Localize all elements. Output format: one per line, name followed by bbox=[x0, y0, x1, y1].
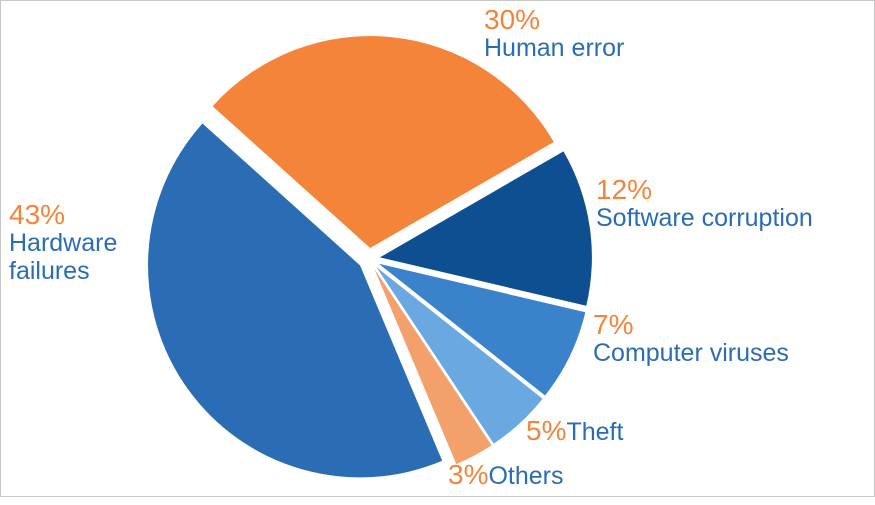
value-label: 3% bbox=[448, 459, 489, 490]
slice-label: 12% Software corruption bbox=[596, 174, 813, 233]
value-label: 43% bbox=[9, 199, 66, 230]
value-label: 7% bbox=[593, 309, 634, 340]
pie-slice bbox=[212, 36, 554, 249]
slice-label: 30% Human error bbox=[484, 4, 625, 63]
category-label: Human error bbox=[484, 34, 625, 62]
pie-slice bbox=[376, 267, 543, 444]
value-label: 30% bbox=[484, 4, 541, 35]
category-label: Others bbox=[488, 462, 564, 490]
slice-label: 43% Hardware failures bbox=[9, 199, 159, 286]
pie-slice bbox=[148, 123, 443, 478]
value-label: 12% bbox=[596, 174, 653, 205]
category-label: Software corruption bbox=[596, 204, 813, 232]
category-label: Hardware failures bbox=[9, 229, 118, 285]
pie-slice bbox=[379, 151, 592, 306]
category-label: Theft bbox=[566, 418, 624, 446]
pie-slice bbox=[378, 263, 586, 396]
category-label: Computer viruses bbox=[593, 339, 789, 367]
slice-label: 3%Others bbox=[448, 459, 564, 491]
slice-label: 5%Theft bbox=[526, 415, 624, 447]
pie-slice bbox=[374, 268, 492, 465]
slice-label: 7% Computer viruses bbox=[593, 309, 789, 368]
value-label: 5% bbox=[526, 415, 567, 446]
pie-area bbox=[148, 36, 592, 478]
